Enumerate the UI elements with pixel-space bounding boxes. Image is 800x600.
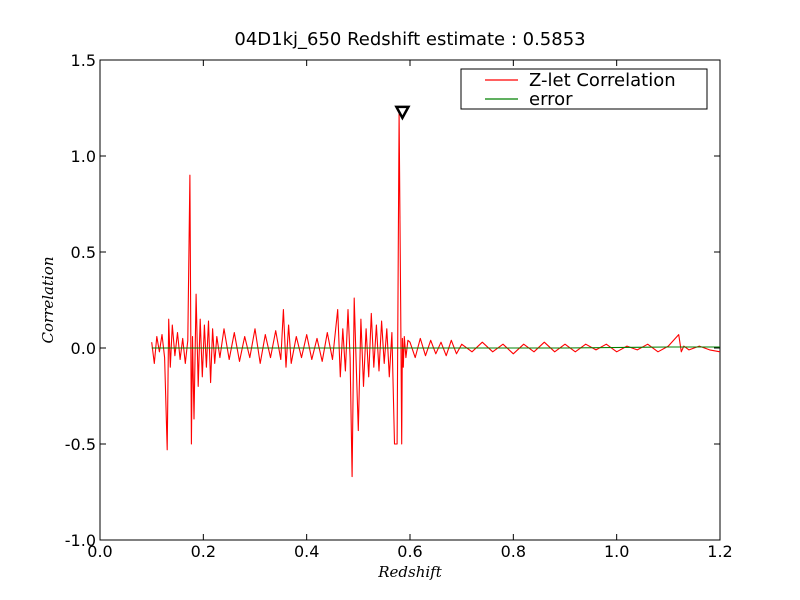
legend: Z-let Correlation error <box>460 68 708 110</box>
series-line-correlation <box>151 113 721 478</box>
legend-box <box>460 68 708 110</box>
y-tick-label: -1.0 <box>65 531 96 550</box>
chart-title: 04D1kj_650 Redshift estimate : 0.5853 <box>234 29 585 50</box>
x-tick-label: 0.0 <box>87 542 112 561</box>
x-axis-label: Redshift <box>377 563 442 581</box>
series-line-error <box>151 346 720 349</box>
annotation-layer <box>394 105 411 121</box>
series-layer <box>151 113 721 478</box>
legend-label-error: error <box>529 89 573 110</box>
x-tick-label: 0.8 <box>501 542 526 561</box>
peak-marker-triangle <box>394 105 411 121</box>
y-tick-label: 0.0 <box>71 339 96 358</box>
y-axis-label: Correlation <box>39 257 57 344</box>
x-tick-label: 0.4 <box>294 542 319 561</box>
y-tick-label: 1.5 <box>71 51 96 70</box>
plot-area <box>99 59 721 541</box>
axis-ticks: 0.0 0.2 0.4 0.6 0.8 1.0 1.2 -1.0 -0.5 0.0 0.5 1.0 1.… <box>65 51 733 561</box>
x-tick-label: 1.2 <box>707 542 732 561</box>
y-tick-label: 0.5 <box>71 243 96 262</box>
x-tick-label: 0.2 <box>191 542 216 561</box>
x-tick-label: 1.0 <box>604 542 629 561</box>
y-tick-label: 1.0 <box>71 147 96 166</box>
y-tick-label: -0.5 <box>65 435 96 454</box>
legend-label-correlation: Z-let Correlation <box>529 70 676 91</box>
x-tick-label: 0.6 <box>397 542 422 561</box>
